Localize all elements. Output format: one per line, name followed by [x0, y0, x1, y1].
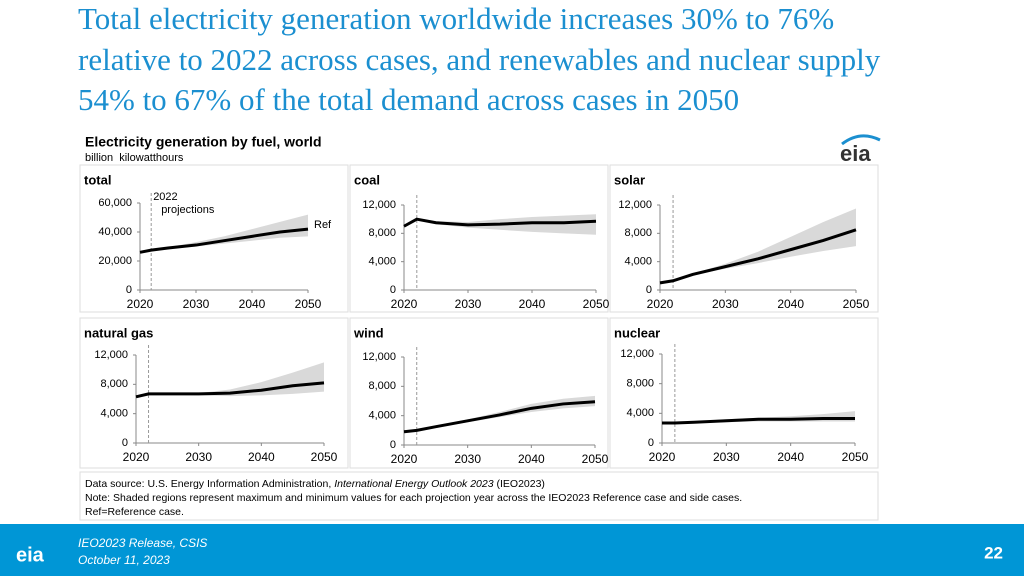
y-tick-label: 4,000	[100, 408, 128, 420]
panel-border	[79, 317, 349, 469]
footer-bar	[0, 524, 1024, 576]
y-tick-label: 0	[126, 284, 132, 296]
note: Ref=Reference case.	[85, 506, 184, 518]
y-tick-label: 0	[390, 284, 396, 296]
y-tick-label: 0	[390, 439, 396, 451]
y-tick-label: 60,000	[98, 197, 132, 209]
x-tick-label: 2050	[583, 297, 610, 311]
range-band	[660, 208, 856, 283]
y-tick-label: 8,000	[626, 378, 654, 390]
logo: eia	[840, 141, 871, 166]
series-line	[659, 228, 857, 285]
y-tick-label: 40,000	[98, 226, 132, 238]
source: Data source: U.S. Energy Information Adm…	[85, 478, 545, 490]
source-title: International Energy Outlook 2023	[334, 478, 494, 490]
x-tick-label: 2020	[127, 297, 154, 311]
x-tick-label: 2030	[183, 297, 210, 311]
notes-box	[79, 471, 879, 521]
y-tick-label: 8,000	[100, 378, 128, 390]
y-tick-label: 0	[646, 284, 652, 296]
y-tick-label: 12,000	[362, 351, 396, 363]
y-tick-label: 12,000	[362, 199, 396, 211]
y-tick-label: 4,000	[368, 256, 396, 268]
y-tick-label: 12,000	[620, 348, 654, 360]
series-line	[403, 400, 596, 434]
y-tick-label: 0	[122, 437, 128, 449]
x-tick-label: 2040	[777, 297, 804, 311]
y-tick-label: 8,000	[368, 380, 396, 392]
x-tick-label: 2030	[713, 450, 740, 464]
panel-border	[349, 317, 609, 469]
y-tick-label: 8,000	[624, 227, 652, 239]
y-tick-label: 4,000	[624, 256, 652, 268]
series-line	[135, 381, 325, 399]
x-tick-label: 2050	[582, 452, 609, 466]
footer-text: October 11, 2023	[78, 553, 170, 567]
note: Note: Shaded regions represent maximum a…	[85, 492, 742, 504]
y-tick-label: 8,000	[368, 227, 396, 239]
x-tick-label: 2040	[777, 450, 804, 464]
y-tick-label: 0	[648, 437, 654, 449]
chart-title: coal	[354, 172, 380, 187]
chart-title: solar	[614, 172, 645, 187]
x-tick-label: 2050	[842, 450, 869, 464]
x-tick-label: 2020	[123, 450, 150, 464]
x-tick-label: 2040	[248, 450, 275, 464]
source-text: (IEO2023)	[494, 478, 545, 490]
page-number: 22	[984, 543, 1003, 562]
source-text: Data source: U.S. Energy Information Adm…	[85, 478, 334, 490]
x-tick-label: 2050	[311, 450, 338, 464]
figure-units: billion kilowatthours	[85, 152, 184, 164]
annotation: 2022	[153, 191, 177, 203]
footer-text: IEO2023 Release, CSIS	[78, 536, 207, 550]
panel-border	[609, 317, 879, 469]
x-tick-label: 2050	[295, 297, 322, 311]
y-tick-label: 12,000	[618, 199, 652, 211]
x-tick-label: 2030	[712, 297, 739, 311]
x-tick-label: 2030	[454, 452, 481, 466]
series-line	[139, 227, 309, 254]
chart-title: total	[84, 172, 111, 187]
y-tick-label: 20,000	[98, 255, 132, 267]
series-line	[403, 217, 597, 228]
figure-title: Electricity generation by fuel, world	[85, 134, 322, 150]
panel-border	[79, 164, 349, 313]
y-tick-label: 4,000	[368, 410, 396, 422]
y-tick-label: 4,000	[626, 407, 654, 419]
slide-title: 54% to 67% of the total demand across ca…	[78, 82, 739, 117]
panel-border	[609, 164, 879, 313]
line-label: Ref	[314, 219, 332, 231]
series-line	[662, 417, 855, 425]
annotation: projections	[161, 204, 215, 216]
chart-title: nuclear	[614, 325, 660, 340]
chart-title: wind	[353, 325, 384, 340]
x-tick-label: 2040	[519, 297, 546, 311]
x-tick-label: 2050	[843, 297, 870, 311]
x-tick-label: 2030	[455, 297, 482, 311]
x-tick-label: 2040	[518, 452, 545, 466]
x-tick-label: 2020	[649, 450, 676, 464]
chart-title: natural gas	[84, 325, 153, 340]
y-tick-label: 12,000	[94, 349, 128, 361]
footer-logo: eia	[16, 544, 45, 566]
x-tick-label: 2030	[185, 450, 212, 464]
x-tick-label: 2020	[647, 297, 674, 311]
slide-title: relative to 2022 across cases, and renew…	[78, 42, 881, 77]
panel-border	[349, 164, 609, 313]
logo-arc	[841, 134, 881, 146]
x-tick-label: 2020	[391, 297, 418, 311]
slide-title: Total electricity generation worldwide i…	[78, 1, 834, 36]
x-tick-label: 2040	[239, 297, 266, 311]
range-band	[140, 214, 308, 253]
x-tick-label: 2020	[391, 452, 418, 466]
